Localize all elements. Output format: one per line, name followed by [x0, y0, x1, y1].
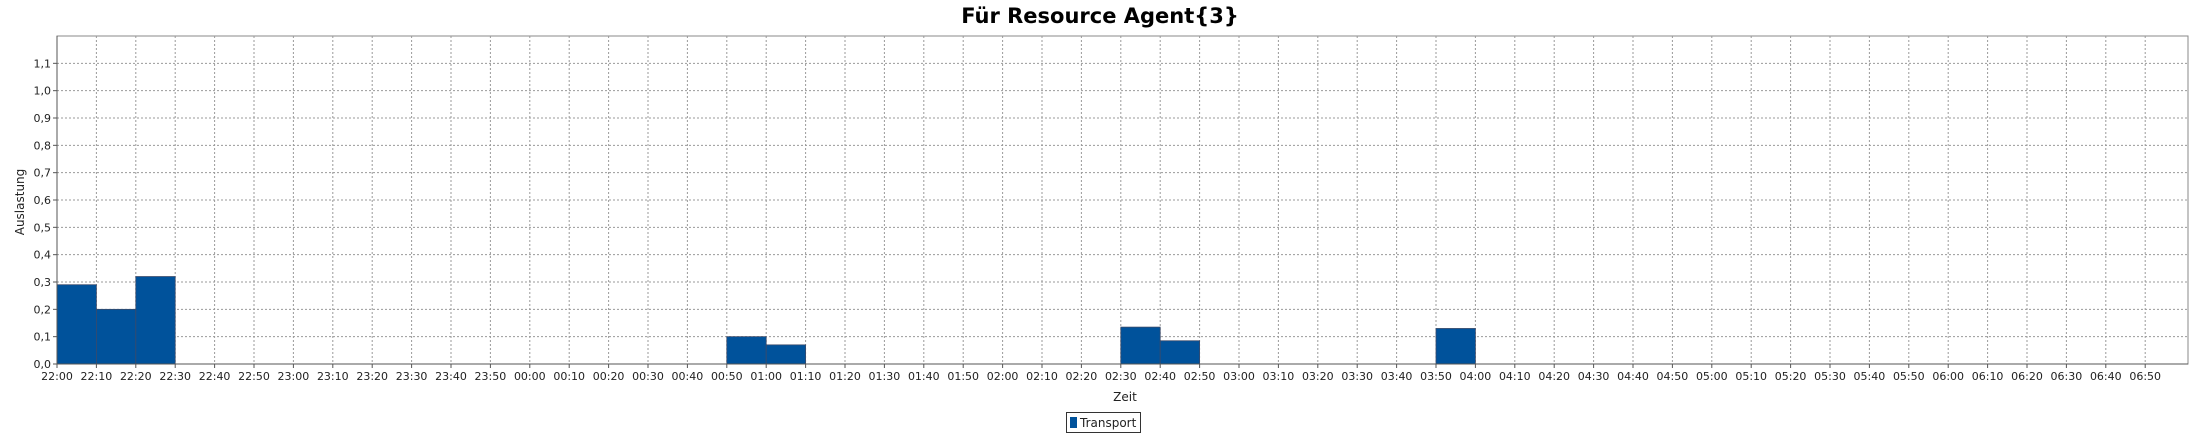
- bar: [1435, 328, 1476, 365]
- y-tick-label: 0,0: [34, 358, 52, 371]
- x-tick-label: 22:00: [41, 370, 73, 383]
- x-tick-label: 04:40: [1617, 370, 1649, 383]
- x-tick-label: 02:40: [1144, 370, 1176, 383]
- x-tick-label: 23:30: [396, 370, 428, 383]
- bars: [56, 276, 1476, 365]
- x-tick-label: 04:30: [1578, 370, 1610, 383]
- y-tick-label: 0,5: [34, 221, 52, 234]
- y-tick-label: 0,4: [34, 249, 52, 262]
- x-tick-label: 23:10: [317, 370, 349, 383]
- x-tick-label: 05:10: [1735, 370, 1767, 383]
- x-tick-label: 22:10: [81, 370, 113, 383]
- x-tick-label: 06:10: [1972, 370, 2004, 383]
- x-tick-labels: 22:00 22:10 22:20 22:30 22:40 22:50 23:00 23:10…: [41, 370, 2161, 383]
- x-tick-label: 00:40: [672, 370, 704, 383]
- x-tick-label: 06:20: [2011, 370, 2043, 383]
- x-tick-label: 02:20: [1066, 370, 1098, 383]
- x-tick-label: 04:00: [1460, 370, 1492, 383]
- bar: [56, 284, 97, 365]
- x-tick-label: 02:30: [1105, 370, 1137, 383]
- x-tick-label: 04:50: [1657, 370, 1689, 383]
- x-tick-label: 03:20: [1302, 370, 1334, 383]
- bar: [765, 344, 807, 365]
- x-tick-label: 05:40: [1854, 370, 1886, 383]
- x-tick-label: 02:10: [1026, 370, 1058, 383]
- y-tick-label: 1,1: [34, 57, 52, 70]
- x-tick-label: 02:00: [987, 370, 1019, 383]
- legend-swatch: [1070, 417, 1077, 428]
- x-tick-label: 00:50: [711, 370, 743, 383]
- bar: [96, 308, 137, 365]
- x-tick-label: 00:20: [593, 370, 625, 383]
- x-tick-label: 22:40: [199, 370, 231, 383]
- bar: [1120, 326, 1161, 365]
- x-tick-label: 03:30: [1341, 370, 1373, 383]
- y-tick-label: 1,0: [34, 85, 52, 98]
- x-tick-label: 22:50: [238, 370, 270, 383]
- x-tick-label: 23:20: [356, 370, 388, 383]
- x-tick-label: 01:40: [908, 370, 940, 383]
- x-tick-label: 00:10: [553, 370, 585, 383]
- x-tick-label: 22:20: [120, 370, 152, 383]
- x-tick-label: 01:00: [750, 370, 782, 383]
- x-tick-label: 05:50: [1893, 370, 1925, 383]
- x-tick-label: 05:00: [1696, 370, 1728, 383]
- legend: Transport: [1066, 412, 1142, 433]
- x-tick-label: 05:20: [1775, 370, 1807, 383]
- bar: [1159, 340, 1200, 365]
- x-tick-label: 03:00: [1223, 370, 1255, 383]
- y-tick-label: 0,7: [34, 167, 52, 180]
- y-tick-label: 0,1: [34, 331, 52, 344]
- x-tick-label: 04:10: [1499, 370, 1531, 383]
- x-tick-label: 06:50: [2129, 370, 2161, 383]
- x-tick-label: 00:00: [514, 370, 546, 383]
- bar: [726, 336, 767, 365]
- x-tick-label: 04:20: [1538, 370, 1570, 383]
- y-axis-label: Auslastung: [13, 169, 27, 236]
- x-tick-label: 02:50: [1184, 370, 1216, 383]
- x-tick-label: 03:50: [1420, 370, 1452, 383]
- x-tick-label: 06:30: [2051, 370, 2083, 383]
- axes: [53, 36, 2188, 368]
- grid-lines: [56, 35, 2189, 365]
- x-tick-label: 06:00: [1932, 370, 1964, 383]
- x-tick-label: 01:10: [790, 370, 822, 383]
- x-tick-label: 00:30: [632, 370, 664, 383]
- x-tick-label: 01:30: [869, 370, 901, 383]
- x-tick-label: 01:50: [947, 370, 979, 383]
- y-tick-label: 0,9: [34, 112, 52, 125]
- y-tick-label: 0,3: [34, 276, 52, 289]
- x-tick-label: 22:30: [159, 370, 191, 383]
- y-tick-label: 0,6: [34, 194, 52, 207]
- y-tick-labels: 0,0 0,1 0,2 0,3 0,4 0,5 0,6 0,7 0,8 0,9 1,0 1,1: [34, 57, 52, 371]
- y-tick-label: 0,8: [34, 139, 52, 152]
- legend-label: Transport: [1080, 415, 1137, 430]
- x-tick-label: 23:40: [435, 370, 467, 383]
- x-axis-label: Zeit: [1113, 390, 1137, 404]
- x-tick-label: 23:50: [475, 370, 507, 383]
- x-tick-label: 06:40: [2090, 370, 2122, 383]
- y-tick-label: 0,2: [34, 303, 52, 316]
- chart-title: Für Resource Agent{3}: [961, 4, 1239, 28]
- x-tick-label: 23:00: [278, 370, 310, 383]
- x-tick-label: 03:40: [1381, 370, 1413, 383]
- x-tick-label: 03:10: [1263, 370, 1295, 383]
- x-tick-label: 01:20: [829, 370, 861, 383]
- bar: [135, 276, 176, 365]
- x-tick-label: 05:30: [1814, 370, 1846, 383]
